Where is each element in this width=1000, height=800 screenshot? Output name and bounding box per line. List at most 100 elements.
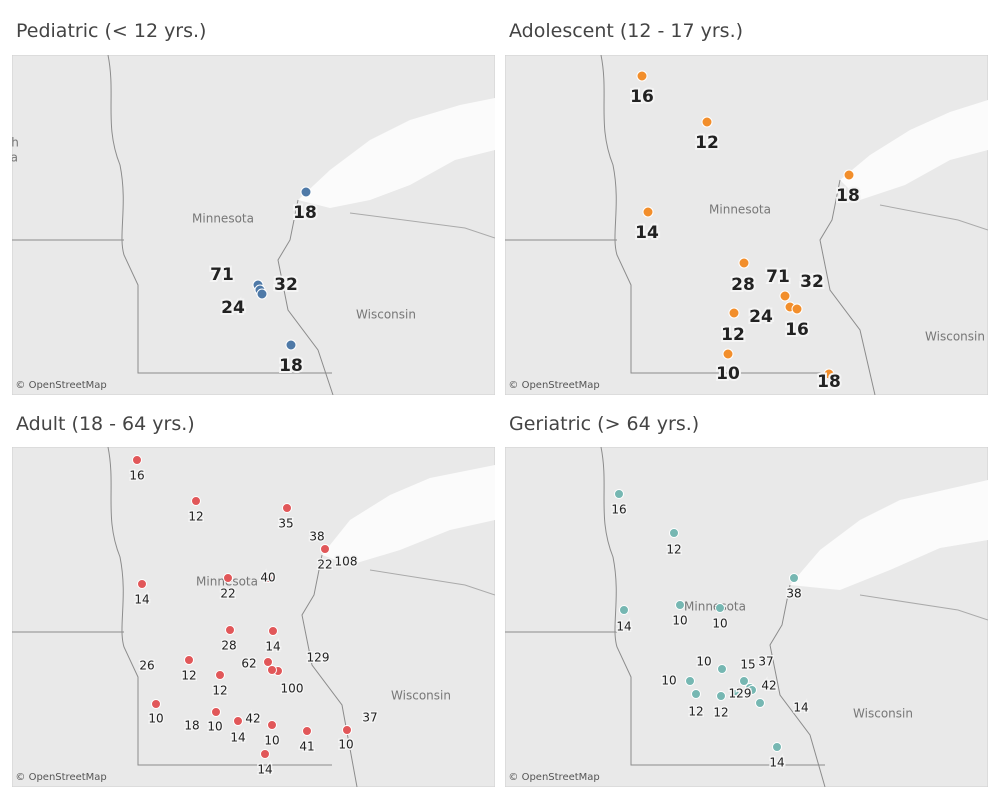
state-border	[277, 199, 334, 395]
state-border	[107, 55, 332, 374]
state-border	[301, 554, 358, 787]
point-label: 62	[241, 657, 256, 671]
point-label: 35	[278, 517, 293, 531]
data-point	[738, 257, 750, 269]
point-label: 14	[635, 223, 659, 243]
data-point	[755, 698, 765, 708]
point-label: 22	[220, 587, 235, 601]
panel-title: Adolescent (12 - 17 yrs.)	[509, 20, 744, 42]
attribution: © 2022 Mapbox © OpenStreetMap	[12, 380, 107, 391]
data-point	[223, 573, 233, 583]
state-border	[859, 594, 988, 621]
point-label: 12	[188, 510, 203, 524]
panel-title: Adult (18 - 64 yrs.)	[16, 413, 195, 435]
point-label: 28	[731, 275, 755, 295]
data-point	[260, 749, 270, 759]
point-label: 37	[362, 711, 377, 725]
point-label: 14	[265, 640, 280, 654]
point-label: 16	[630, 87, 654, 107]
point-label: 12	[212, 684, 227, 698]
point-label: 12	[695, 133, 719, 153]
data-point	[772, 742, 782, 752]
state-border	[600, 447, 825, 766]
data-point	[151, 699, 161, 709]
data-point	[268, 626, 278, 636]
data-point	[342, 725, 352, 735]
place-label: Minnesota	[684, 600, 746, 614]
state-border	[600, 55, 825, 374]
point-label: 14	[230, 731, 245, 745]
point-label: 10	[207, 720, 222, 734]
point-label: 10	[264, 734, 279, 748]
state-border	[369, 569, 495, 596]
attribution: © 2022 Mapbox © OpenStreetMap	[505, 772, 600, 783]
place-label: ta	[12, 151, 18, 165]
attribution: © 2022 Mapbox © OpenStreetMap	[505, 380, 600, 391]
place-label: Wisconsin	[391, 689, 451, 703]
point-label: 24	[221, 298, 245, 318]
data-point	[791, 303, 803, 315]
lake-superior	[840, 100, 988, 200]
point-label: 12	[713, 706, 728, 720]
point-label: 108	[335, 555, 358, 569]
place-label: Wisconsin	[853, 707, 913, 721]
point-label: 18	[279, 356, 303, 376]
map[interactable]: Minnesota Wisconsin © 2022 Mapbox © OpenSt…	[505, 447, 988, 787]
data-point	[685, 676, 695, 686]
data-point	[779, 290, 791, 302]
point-label: 71	[210, 265, 234, 285]
place-label: Wisconsin	[356, 308, 416, 322]
data-point	[728, 307, 740, 319]
lake-superior	[322, 465, 495, 565]
state-border	[769, 584, 826, 787]
data-point	[132, 455, 142, 465]
data-point	[747, 685, 757, 695]
map-background	[505, 55, 988, 395]
point-label: 38	[786, 587, 801, 601]
state-border	[349, 212, 495, 239]
data-point	[715, 603, 725, 613]
data-point	[789, 573, 799, 583]
data-point	[300, 186, 312, 198]
place-label: Wisconsin	[925, 330, 985, 344]
data-point	[263, 657, 273, 667]
attribution: © 2022 Mapbox © OpenStreetMap	[12, 772, 107, 783]
map[interactable]: hta Minnesota Wisconsin © 2022 Mapbox © Ope…	[12, 55, 495, 395]
point-label: 42	[245, 712, 260, 726]
point-label: 22	[317, 558, 332, 572]
point-label: 18	[836, 186, 860, 206]
point-label: 100	[281, 682, 304, 696]
data-point	[285, 339, 297, 351]
point-label: 129	[307, 651, 330, 665]
point-label: 32	[274, 275, 298, 295]
point-label: 18	[817, 372, 841, 392]
data-point	[191, 496, 201, 506]
data-point	[675, 600, 685, 610]
state-border	[879, 204, 988, 231]
data-point	[722, 348, 734, 360]
data-point	[614, 489, 624, 499]
data-point	[267, 720, 277, 730]
data-point	[843, 169, 855, 181]
data-point	[717, 664, 727, 674]
point-label: 16	[611, 503, 626, 517]
point-label: 12	[721, 325, 745, 345]
data-point	[701, 116, 713, 128]
lake-superior	[298, 98, 495, 208]
point-label: 42	[761, 679, 776, 693]
point-label: 28	[221, 639, 236, 653]
data-point	[302, 726, 312, 736]
panel-title: Geriatric (> 64 yrs.)	[509, 413, 700, 435]
point-label: 18	[184, 719, 199, 733]
state-border	[107, 447, 332, 766]
point-label: 14	[793, 701, 808, 715]
data-point	[211, 707, 221, 717]
lake-superior	[790, 480, 988, 590]
data-point	[619, 605, 629, 615]
data-point	[137, 579, 147, 589]
data-point	[669, 528, 679, 538]
point-label: 10	[338, 738, 353, 752]
data-point	[691, 689, 701, 699]
